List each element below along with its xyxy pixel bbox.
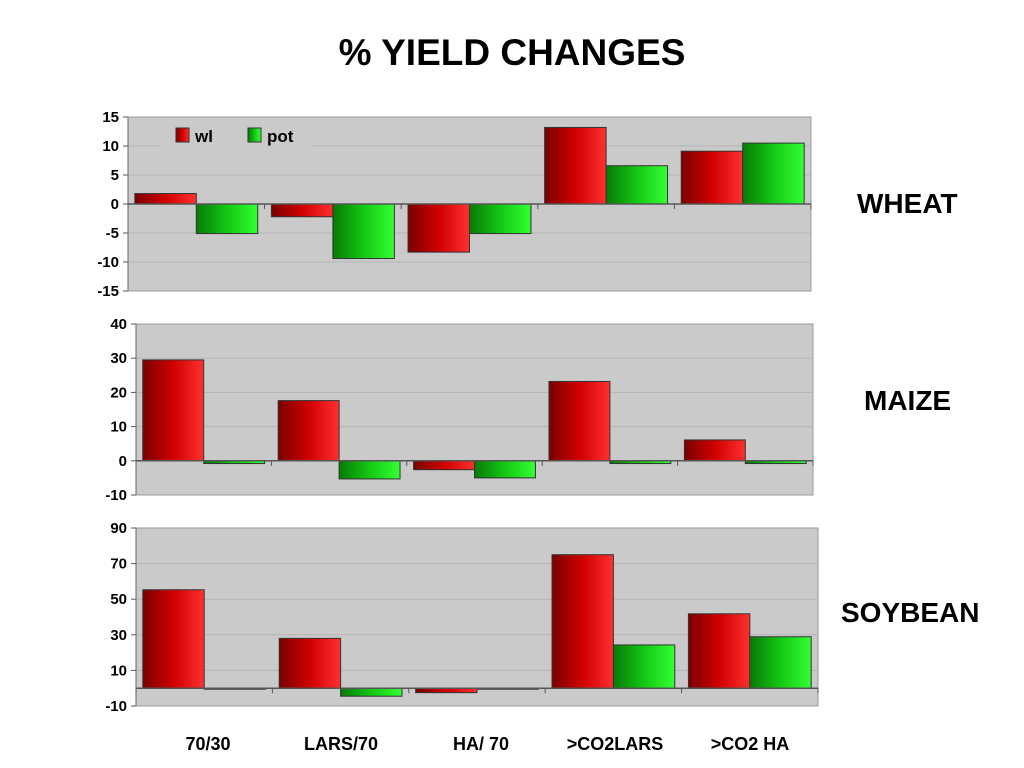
bar-pot-2 bbox=[338, 460, 401, 480]
y-tick-label: 10 bbox=[110, 419, 127, 436]
bar-wl-5 bbox=[683, 439, 746, 462]
y-tick-label: -5 bbox=[106, 225, 119, 242]
bar-wl-2 bbox=[278, 637, 342, 689]
y-tick-label: -10 bbox=[105, 487, 127, 504]
x-category-label: 70/30 bbox=[185, 734, 230, 754]
x-category-label: HA/ 70 bbox=[453, 734, 509, 754]
y-tick-label: 0 bbox=[119, 453, 127, 470]
bar-wl-5 bbox=[687, 613, 751, 689]
y-tick-label: 40 bbox=[110, 316, 127, 333]
wheat-label: WHEAT bbox=[857, 188, 958, 219]
y-tick-label: 15 bbox=[102, 109, 119, 126]
bar-wl-1 bbox=[134, 193, 197, 205]
bar-pot-2 bbox=[340, 687, 403, 697]
bar-wl-2 bbox=[277, 400, 340, 462]
bar-pot-5 bbox=[742, 142, 805, 205]
bar-wl-1 bbox=[142, 589, 205, 689]
legend-swatch-pot bbox=[247, 127, 262, 143]
bar-pot-2 bbox=[332, 203, 395, 260]
bar-wl-3 bbox=[413, 460, 476, 471]
y-tick-label: 20 bbox=[110, 384, 127, 401]
legend-label-wl: wl bbox=[194, 127, 213, 146]
y-tick-label: -10 bbox=[97, 254, 119, 271]
bar-wl-3 bbox=[407, 203, 470, 253]
y-tick-label: 10 bbox=[102, 138, 119, 155]
bar-pot-1 bbox=[195, 203, 259, 235]
y-tick-label: 70 bbox=[110, 556, 127, 573]
bar-pot-5 bbox=[749, 636, 812, 689]
bar-wl-4 bbox=[548, 380, 611, 462]
panel-soybean: 90 70 50 30 10 -10 bbox=[105, 520, 819, 715]
bar-pot-3 bbox=[469, 203, 532, 235]
panel-wheat: 15 10 5 0 -5 -10 -15 wl pot bbox=[97, 109, 812, 300]
y-tick-label: 30 bbox=[110, 627, 127, 644]
legend-label-pot: pot bbox=[267, 127, 294, 146]
y-tick-label: 30 bbox=[110, 350, 127, 367]
x-category-label: >CO2 HA bbox=[711, 734, 790, 754]
soybean-label: SOYBEAN bbox=[841, 597, 980, 628]
x-category-label: >CO2LARS bbox=[567, 734, 664, 754]
y-tick-label: 90 bbox=[110, 520, 127, 537]
y-tick-label: 0 bbox=[111, 196, 119, 213]
panel-maize: 40 30 20 10 0 -10 bbox=[105, 316, 814, 504]
maize-label: MAIZE bbox=[864, 385, 952, 416]
bar-wl-2 bbox=[270, 203, 334, 218]
bar-wl-4 bbox=[544, 126, 607, 205]
bar-pot-4 bbox=[612, 644, 676, 689]
y-tick-label: -10 bbox=[105, 698, 127, 715]
y-tick-label: 10 bbox=[110, 662, 127, 679]
y-tick-label: 5 bbox=[111, 167, 119, 184]
bar-pot-3 bbox=[474, 460, 536, 479]
bar-wl-1 bbox=[142, 359, 205, 462]
legend-swatch-wl bbox=[175, 127, 190, 143]
bar-wl-5 bbox=[680, 150, 744, 205]
chart-title: % YIELD CHANGES bbox=[338, 32, 686, 73]
y-tick-label: -15 bbox=[97, 283, 119, 300]
x-category-label: LARS/70 bbox=[304, 734, 378, 754]
y-tick-label: 50 bbox=[110, 591, 127, 608]
bar-wl-4 bbox=[551, 554, 614, 689]
bar-pot-4 bbox=[605, 165, 669, 205]
